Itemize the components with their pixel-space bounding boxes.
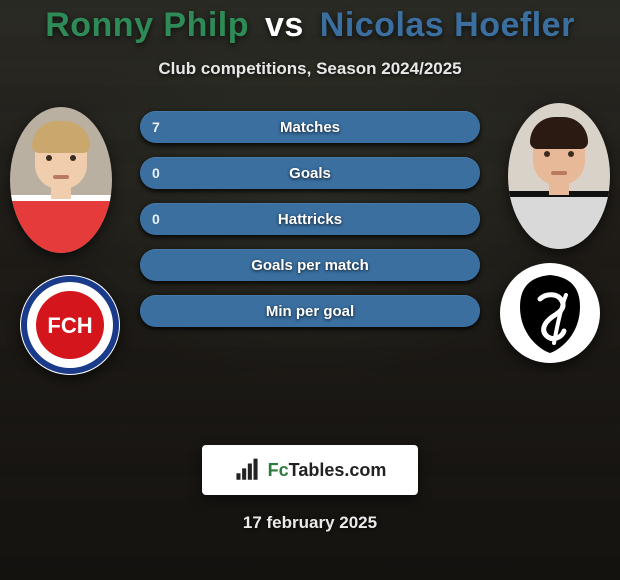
branding-card: FcTables.com xyxy=(202,445,418,495)
stat-row: Min per goal xyxy=(140,295,480,327)
player1-portrait xyxy=(10,107,112,253)
stat-row: Goals per match xyxy=(140,249,480,281)
player1-club-crest: FCH xyxy=(20,275,120,375)
stat-bar-right: 0 xyxy=(140,203,480,235)
stat-bar-right: 7 xyxy=(140,111,480,143)
stat-row: 7Matches xyxy=(140,111,480,143)
vs-text: vs xyxy=(259,6,310,44)
branding-text: FcTables.com xyxy=(268,460,387,481)
date-text: 17 february 2025 xyxy=(0,513,620,533)
page-title: Ronny Philp vs Nicolas Hoefler xyxy=(0,0,620,45)
club-left-code: FCH xyxy=(47,313,92,338)
player2-portrait xyxy=(508,103,610,249)
player2-club-crest xyxy=(500,263,600,363)
stat-rows: 7Matches 0Goals 0Hattricks Goals per match M… xyxy=(140,111,480,341)
comparison-arena: FCH 7Matches 0Goals 0Hattricks Goals per ma… xyxy=(0,97,620,437)
subtitle: Club competitions, Season 2024/2025 xyxy=(0,59,620,79)
bar-chart-icon xyxy=(234,457,260,483)
stat-bar-right xyxy=(140,295,480,327)
player1-name: Ronny Philp xyxy=(45,6,249,44)
player2-name: Nicolas Hoefler xyxy=(320,6,575,44)
stat-row: 0Hattricks xyxy=(140,203,480,235)
stat-bar-right: 0 xyxy=(140,157,480,189)
stat-row: 0Goals xyxy=(140,157,480,189)
stat-bar-right xyxy=(140,249,480,281)
